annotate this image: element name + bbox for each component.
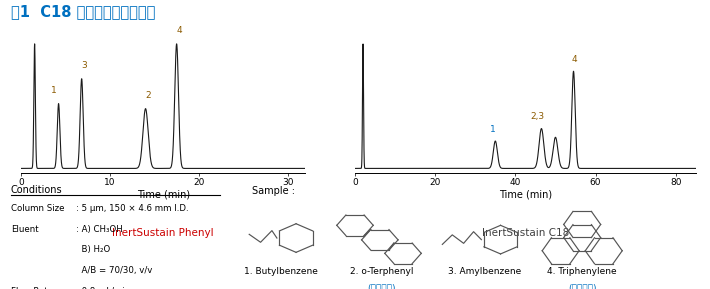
Text: 1. Butylbenzene: 1. Butylbenzene xyxy=(244,267,317,276)
X-axis label: Time (min): Time (min) xyxy=(499,189,552,199)
Text: Conditions: Conditions xyxy=(11,185,62,195)
Text: 4: 4 xyxy=(177,26,182,35)
Text: Column Size: Column Size xyxy=(11,204,64,213)
Text: B) H₂O: B) H₂O xyxy=(76,245,110,254)
Text: 4. Triphenylene: 4. Triphenylene xyxy=(547,267,617,276)
Text: 1: 1 xyxy=(491,125,496,134)
Text: 2: 2 xyxy=(146,91,151,100)
Text: 2,3: 2,3 xyxy=(530,112,545,121)
Text: 図1  C18 カラムとの分析比較: 図1 C18 カラムとの分析比較 xyxy=(11,4,155,19)
X-axis label: Time (min): Time (min) xyxy=(137,189,190,199)
Text: Eluent: Eluent xyxy=(11,225,38,234)
Text: : 5 μm, 150 × 4.6 mm I.D.: : 5 μm, 150 × 4.6 mm I.D. xyxy=(76,204,189,213)
Text: 2. o-Terphenyl: 2. o-Terphenyl xyxy=(349,267,413,276)
Text: A/B = 70/30, v/v: A/B = 70/30, v/v xyxy=(76,266,153,275)
Text: InertSustain C18: InertSustain C18 xyxy=(482,228,569,238)
Text: (平面構造): (平面構造) xyxy=(568,283,596,289)
Text: (立体構造): (立体構造) xyxy=(367,283,395,289)
Text: InertSustain Phenyl: InertSustain Phenyl xyxy=(112,228,214,238)
Text: : 0.8 mL/min: : 0.8 mL/min xyxy=(76,287,130,289)
Text: 4: 4 xyxy=(572,55,577,64)
Text: 1: 1 xyxy=(51,86,57,95)
Text: : A) CH₃OH: : A) CH₃OH xyxy=(76,225,123,234)
Text: Flow Rate: Flow Rate xyxy=(11,287,53,289)
Text: 3. Amylbenzene: 3. Amylbenzene xyxy=(447,267,521,276)
Text: 3: 3 xyxy=(82,61,87,70)
Text: Sample :: Sample : xyxy=(252,186,295,197)
